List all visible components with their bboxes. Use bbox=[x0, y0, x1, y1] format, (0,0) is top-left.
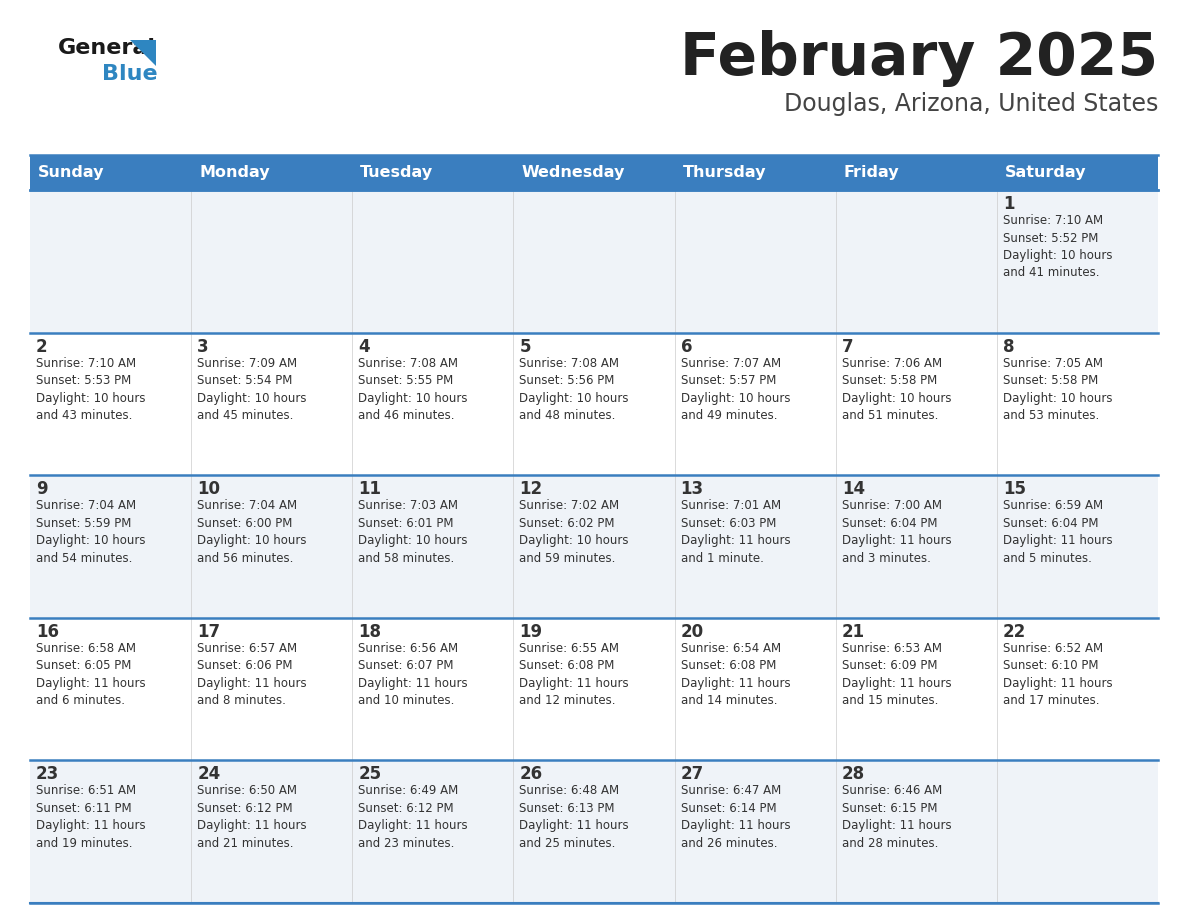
Text: 3: 3 bbox=[197, 338, 209, 355]
Text: Sunrise: 6:58 AM
Sunset: 6:05 PM
Daylight: 11 hours
and 6 minutes.: Sunrise: 6:58 AM Sunset: 6:05 PM Dayligh… bbox=[36, 642, 146, 707]
Text: General: General bbox=[58, 38, 156, 58]
Text: Sunrise: 6:53 AM
Sunset: 6:09 PM
Daylight: 11 hours
and 15 minutes.: Sunrise: 6:53 AM Sunset: 6:09 PM Dayligh… bbox=[842, 642, 952, 707]
FancyBboxPatch shape bbox=[30, 618, 1158, 760]
Text: 10: 10 bbox=[197, 480, 220, 498]
Text: Sunrise: 6:47 AM
Sunset: 6:14 PM
Daylight: 11 hours
and 26 minutes.: Sunrise: 6:47 AM Sunset: 6:14 PM Dayligh… bbox=[681, 784, 790, 850]
Text: 23: 23 bbox=[36, 766, 59, 783]
Text: Tuesday: Tuesday bbox=[360, 165, 434, 180]
Text: 12: 12 bbox=[519, 480, 543, 498]
Text: Thursday: Thursday bbox=[683, 165, 766, 180]
Text: 20: 20 bbox=[681, 622, 703, 641]
Text: Monday: Monday bbox=[200, 165, 270, 180]
Text: 22: 22 bbox=[1003, 622, 1026, 641]
Text: Sunrise: 6:49 AM
Sunset: 6:12 PM
Daylight: 11 hours
and 23 minutes.: Sunrise: 6:49 AM Sunset: 6:12 PM Dayligh… bbox=[359, 784, 468, 850]
Text: 8: 8 bbox=[1003, 338, 1015, 355]
Text: 5: 5 bbox=[519, 338, 531, 355]
Text: 4: 4 bbox=[359, 338, 369, 355]
Text: 6: 6 bbox=[681, 338, 693, 355]
Text: 24: 24 bbox=[197, 766, 221, 783]
Text: Sunrise: 7:05 AM
Sunset: 5:58 PM
Daylight: 10 hours
and 53 minutes.: Sunrise: 7:05 AM Sunset: 5:58 PM Dayligh… bbox=[1003, 356, 1112, 422]
Text: Sunrise: 7:08 AM
Sunset: 5:56 PM
Daylight: 10 hours
and 48 minutes.: Sunrise: 7:08 AM Sunset: 5:56 PM Dayligh… bbox=[519, 356, 628, 422]
Text: Friday: Friday bbox=[843, 165, 899, 180]
FancyBboxPatch shape bbox=[30, 476, 1158, 618]
Text: Sunrise: 7:04 AM
Sunset: 6:00 PM
Daylight: 10 hours
and 56 minutes.: Sunrise: 7:04 AM Sunset: 6:00 PM Dayligh… bbox=[197, 499, 307, 565]
Text: February 2025: February 2025 bbox=[680, 30, 1158, 87]
Text: 18: 18 bbox=[359, 622, 381, 641]
Text: Sunrise: 7:04 AM
Sunset: 5:59 PM
Daylight: 10 hours
and 54 minutes.: Sunrise: 7:04 AM Sunset: 5:59 PM Dayligh… bbox=[36, 499, 145, 565]
Text: Sunrise: 7:07 AM
Sunset: 5:57 PM
Daylight: 10 hours
and 49 minutes.: Sunrise: 7:07 AM Sunset: 5:57 PM Dayligh… bbox=[681, 356, 790, 422]
Text: 16: 16 bbox=[36, 622, 59, 641]
Text: 2: 2 bbox=[36, 338, 48, 355]
Text: 17: 17 bbox=[197, 622, 220, 641]
Text: Douglas, Arizona, United States: Douglas, Arizona, United States bbox=[784, 92, 1158, 116]
Text: Sunrise: 7:00 AM
Sunset: 6:04 PM
Daylight: 11 hours
and 3 minutes.: Sunrise: 7:00 AM Sunset: 6:04 PM Dayligh… bbox=[842, 499, 952, 565]
Text: 9: 9 bbox=[36, 480, 48, 498]
Text: Sunrise: 6:48 AM
Sunset: 6:13 PM
Daylight: 11 hours
and 25 minutes.: Sunrise: 6:48 AM Sunset: 6:13 PM Dayligh… bbox=[519, 784, 630, 850]
Text: 27: 27 bbox=[681, 766, 703, 783]
Text: Sunrise: 6:54 AM
Sunset: 6:08 PM
Daylight: 11 hours
and 14 minutes.: Sunrise: 6:54 AM Sunset: 6:08 PM Dayligh… bbox=[681, 642, 790, 707]
FancyBboxPatch shape bbox=[30, 190, 1158, 332]
Text: Sunday: Sunday bbox=[38, 165, 105, 180]
Text: Sunrise: 6:52 AM
Sunset: 6:10 PM
Daylight: 11 hours
and 17 minutes.: Sunrise: 6:52 AM Sunset: 6:10 PM Dayligh… bbox=[1003, 642, 1112, 707]
Text: 21: 21 bbox=[842, 622, 865, 641]
Text: Sunrise: 7:01 AM
Sunset: 6:03 PM
Daylight: 11 hours
and 1 minute.: Sunrise: 7:01 AM Sunset: 6:03 PM Dayligh… bbox=[681, 499, 790, 565]
Text: Sunrise: 6:55 AM
Sunset: 6:08 PM
Daylight: 11 hours
and 12 minutes.: Sunrise: 6:55 AM Sunset: 6:08 PM Dayligh… bbox=[519, 642, 630, 707]
FancyBboxPatch shape bbox=[30, 760, 1158, 903]
Text: Sunrise: 7:09 AM
Sunset: 5:54 PM
Daylight: 10 hours
and 45 minutes.: Sunrise: 7:09 AM Sunset: 5:54 PM Dayligh… bbox=[197, 356, 307, 422]
Text: Sunrise: 6:46 AM
Sunset: 6:15 PM
Daylight: 11 hours
and 28 minutes.: Sunrise: 6:46 AM Sunset: 6:15 PM Dayligh… bbox=[842, 784, 952, 850]
Text: Blue: Blue bbox=[102, 64, 158, 84]
Text: 14: 14 bbox=[842, 480, 865, 498]
Text: Saturday: Saturday bbox=[1005, 165, 1086, 180]
Text: 1: 1 bbox=[1003, 195, 1015, 213]
Text: Sunrise: 7:02 AM
Sunset: 6:02 PM
Daylight: 10 hours
and 59 minutes.: Sunrise: 7:02 AM Sunset: 6:02 PM Dayligh… bbox=[519, 499, 628, 565]
Text: Sunrise: 6:51 AM
Sunset: 6:11 PM
Daylight: 11 hours
and 19 minutes.: Sunrise: 6:51 AM Sunset: 6:11 PM Dayligh… bbox=[36, 784, 146, 850]
Text: Sunrise: 6:50 AM
Sunset: 6:12 PM
Daylight: 11 hours
and 21 minutes.: Sunrise: 6:50 AM Sunset: 6:12 PM Dayligh… bbox=[197, 784, 307, 850]
Text: 15: 15 bbox=[1003, 480, 1026, 498]
Text: Sunrise: 7:03 AM
Sunset: 6:01 PM
Daylight: 10 hours
and 58 minutes.: Sunrise: 7:03 AM Sunset: 6:01 PM Dayligh… bbox=[359, 499, 468, 565]
Text: 26: 26 bbox=[519, 766, 543, 783]
Text: 28: 28 bbox=[842, 766, 865, 783]
Text: Wednesday: Wednesday bbox=[522, 165, 625, 180]
Text: 7: 7 bbox=[842, 338, 853, 355]
Text: 13: 13 bbox=[681, 480, 703, 498]
FancyBboxPatch shape bbox=[30, 155, 1158, 190]
Text: Sunrise: 7:06 AM
Sunset: 5:58 PM
Daylight: 10 hours
and 51 minutes.: Sunrise: 7:06 AM Sunset: 5:58 PM Dayligh… bbox=[842, 356, 952, 422]
Text: 11: 11 bbox=[359, 480, 381, 498]
Text: 19: 19 bbox=[519, 622, 543, 641]
Text: Sunrise: 6:57 AM
Sunset: 6:06 PM
Daylight: 11 hours
and 8 minutes.: Sunrise: 6:57 AM Sunset: 6:06 PM Dayligh… bbox=[197, 642, 307, 707]
Text: Sunrise: 7:08 AM
Sunset: 5:55 PM
Daylight: 10 hours
and 46 minutes.: Sunrise: 7:08 AM Sunset: 5:55 PM Dayligh… bbox=[359, 356, 468, 422]
Text: Sunrise: 7:10 AM
Sunset: 5:53 PM
Daylight: 10 hours
and 43 minutes.: Sunrise: 7:10 AM Sunset: 5:53 PM Dayligh… bbox=[36, 356, 145, 422]
Text: Sunrise: 7:10 AM
Sunset: 5:52 PM
Daylight: 10 hours
and 41 minutes.: Sunrise: 7:10 AM Sunset: 5:52 PM Dayligh… bbox=[1003, 214, 1112, 279]
Polygon shape bbox=[129, 40, 156, 66]
Text: Sunrise: 6:56 AM
Sunset: 6:07 PM
Daylight: 11 hours
and 10 minutes.: Sunrise: 6:56 AM Sunset: 6:07 PM Dayligh… bbox=[359, 642, 468, 707]
Text: Sunrise: 6:59 AM
Sunset: 6:04 PM
Daylight: 11 hours
and 5 minutes.: Sunrise: 6:59 AM Sunset: 6:04 PM Dayligh… bbox=[1003, 499, 1112, 565]
FancyBboxPatch shape bbox=[30, 332, 1158, 476]
Text: 25: 25 bbox=[359, 766, 381, 783]
